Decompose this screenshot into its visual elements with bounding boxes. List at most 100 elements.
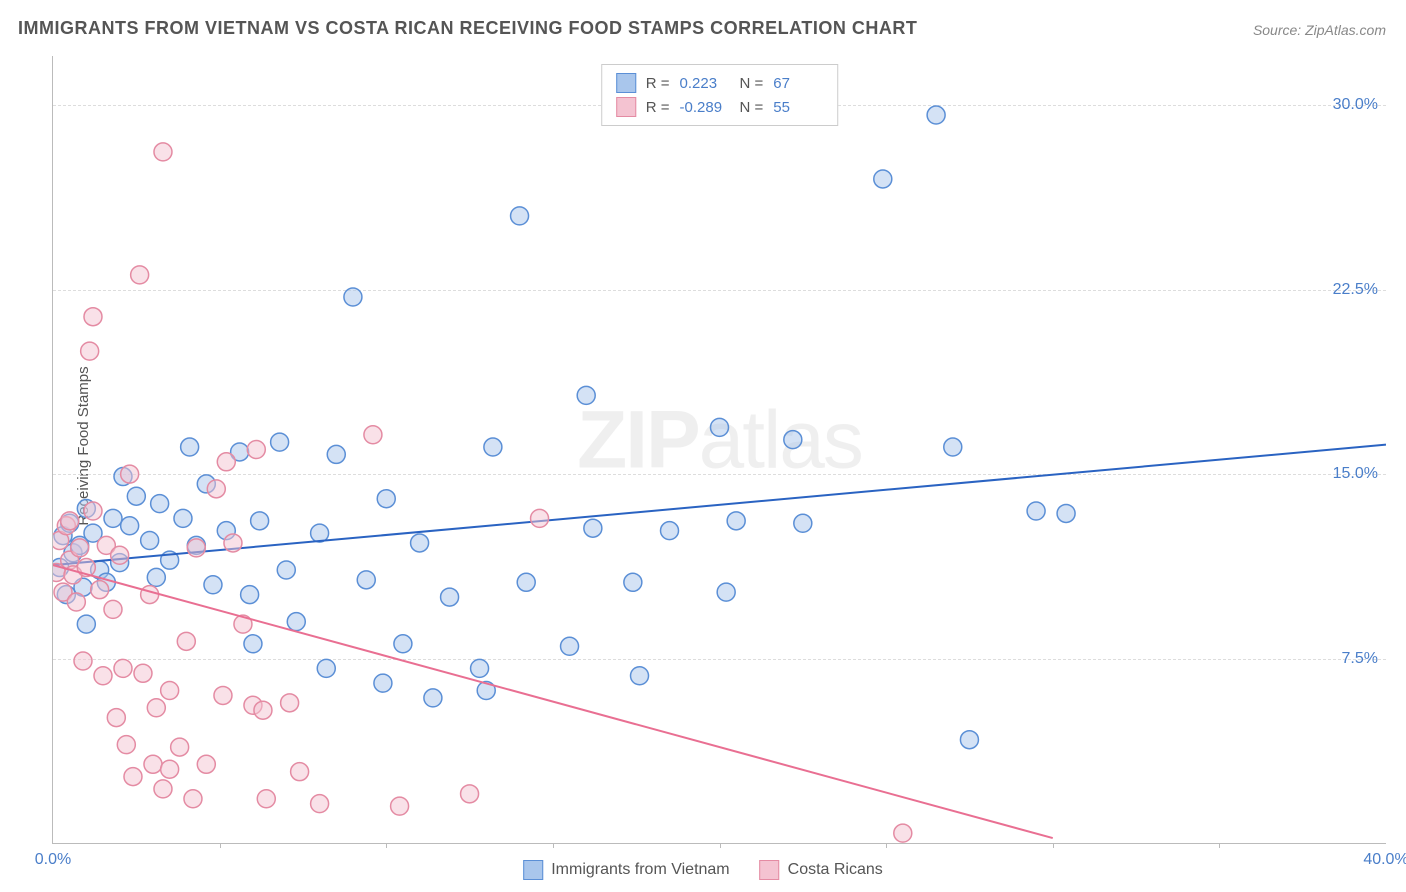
scatter-point <box>174 509 192 527</box>
legend-r-label-1: R = <box>646 75 670 92</box>
scatter-point <box>424 689 442 707</box>
scatter-point <box>251 512 269 530</box>
scatter-point <box>471 659 489 677</box>
legend-r-value-2: -0.289 <box>680 99 730 116</box>
scatter-point <box>584 519 602 537</box>
scatter-point <box>207 480 225 498</box>
scatter-point <box>154 143 172 161</box>
legend-r-label-2: R = <box>646 99 670 116</box>
scatter-point <box>441 588 459 606</box>
scatter-point <box>944 438 962 456</box>
scatter-point <box>461 785 479 803</box>
scatter-point <box>91 581 109 599</box>
legend-n-value-1: 67 <box>773 75 823 92</box>
scatter-point <box>124 768 142 786</box>
scatter-point <box>561 637 579 655</box>
correlation-legend: R = 0.223 N = 67 R = -0.289 N = 55 <box>601 64 839 126</box>
scatter-point <box>131 266 149 284</box>
legend-bottom-swatch-2 <box>760 860 780 880</box>
scatter-point <box>111 546 129 564</box>
scatter-point <box>1057 504 1075 522</box>
scatter-svg <box>53 56 1386 843</box>
scatter-point <box>374 674 392 692</box>
y-tick-label: 22.5% <box>1333 281 1378 299</box>
scatter-point <box>391 797 409 815</box>
source-attribution: Source: ZipAtlas.com <box>1253 22 1386 38</box>
scatter-point <box>257 790 275 808</box>
legend-n-label-1: N = <box>740 75 764 92</box>
legend-bottom-label-1: Immigrants from Vietnam <box>551 861 729 879</box>
scatter-point <box>727 512 745 530</box>
scatter-point <box>171 738 189 756</box>
scatter-point <box>364 426 382 444</box>
scatter-point <box>74 652 92 670</box>
legend-swatch-2 <box>616 97 636 117</box>
scatter-point <box>661 522 679 540</box>
scatter-point <box>244 635 262 653</box>
scatter-point <box>311 795 329 813</box>
scatter-point <box>147 568 165 586</box>
scatter-point <box>117 736 135 754</box>
scatter-point <box>61 512 79 530</box>
scatter-point <box>577 386 595 404</box>
scatter-point <box>717 583 735 601</box>
scatter-point <box>531 509 549 527</box>
scatter-point <box>357 571 375 589</box>
legend-bottom-label-2: Costa Ricans <box>788 861 883 879</box>
scatter-point <box>277 561 295 579</box>
scatter-point <box>104 600 122 618</box>
legend-swatch-1 <box>616 73 636 93</box>
x-tick-mark <box>886 843 887 848</box>
scatter-point <box>394 635 412 653</box>
scatter-point <box>271 433 289 451</box>
legend-bottom-swatch-1 <box>523 860 543 880</box>
scatter-point <box>181 438 199 456</box>
scatter-point <box>141 586 159 604</box>
scatter-point <box>511 207 529 225</box>
chart-title: IMMIGRANTS FROM VIETNAM VS COSTA RICAN R… <box>18 18 917 39</box>
scatter-point <box>291 763 309 781</box>
y-tick-label: 30.0% <box>1333 96 1378 114</box>
scatter-point <box>517 573 535 591</box>
scatter-point <box>631 667 649 685</box>
scatter-point <box>84 502 102 520</box>
series-legend: Immigrants from Vietnam Costa Ricans <box>523 860 883 880</box>
scatter-point <box>71 539 89 557</box>
scatter-point <box>317 659 335 677</box>
trend-line <box>53 445 1386 566</box>
scatter-point <box>204 576 222 594</box>
scatter-point <box>134 664 152 682</box>
scatter-point <box>287 613 305 631</box>
y-tick-label: 15.0% <box>1333 465 1378 483</box>
scatter-point <box>247 441 265 459</box>
scatter-point <box>121 465 139 483</box>
scatter-point <box>217 453 235 471</box>
scatter-point <box>411 534 429 552</box>
scatter-point <box>187 539 205 557</box>
scatter-point <box>224 534 242 552</box>
x-tick-mark <box>1219 843 1220 848</box>
scatter-point <box>161 760 179 778</box>
scatter-point <box>161 682 179 700</box>
scatter-point <box>484 438 502 456</box>
x-tick-label: 0.0% <box>35 851 71 869</box>
scatter-point <box>154 780 172 798</box>
scatter-point <box>81 342 99 360</box>
scatter-point <box>104 509 122 527</box>
scatter-point <box>874 170 892 188</box>
scatter-point <box>344 288 362 306</box>
scatter-point <box>107 709 125 727</box>
scatter-point <box>624 573 642 591</box>
scatter-point <box>711 418 729 436</box>
chart-plot-area: ZIPatlas 7.5%15.0%22.5%30.0% 0.0%40.0% R… <box>52 56 1386 844</box>
x-tick-mark <box>720 843 721 848</box>
scatter-point <box>84 308 102 326</box>
scatter-point <box>144 755 162 773</box>
legend-n-value-2: 55 <box>773 99 823 116</box>
y-tick-label: 7.5% <box>1342 650 1378 668</box>
scatter-point <box>114 659 132 677</box>
x-tick-mark <box>220 843 221 848</box>
legend-row-series-1: R = 0.223 N = 67 <box>616 71 824 95</box>
scatter-point <box>121 517 139 535</box>
scatter-point <box>214 686 232 704</box>
